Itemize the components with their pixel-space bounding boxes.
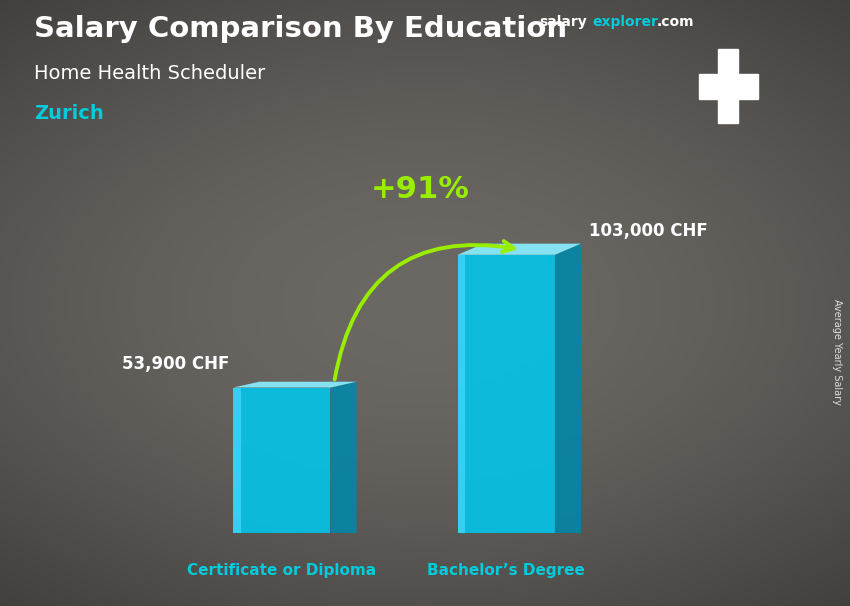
Polygon shape	[457, 255, 555, 533]
Text: +91%: +91%	[371, 175, 469, 204]
Text: explorer: explorer	[592, 15, 658, 29]
Text: 53,900 CHF: 53,900 CHF	[122, 355, 230, 373]
Text: Salary Comparison By Education: Salary Comparison By Education	[34, 15, 567, 43]
Text: 103,000 CHF: 103,000 CHF	[588, 222, 707, 240]
Text: Bachelor’s Degree: Bachelor’s Degree	[428, 563, 585, 578]
Polygon shape	[331, 382, 357, 533]
FancyArrowPatch shape	[335, 241, 513, 379]
Polygon shape	[233, 382, 357, 388]
Bar	[718, 49, 739, 124]
Text: Home Health Scheduler: Home Health Scheduler	[34, 64, 265, 82]
Polygon shape	[457, 244, 581, 255]
Text: Certificate or Diploma: Certificate or Diploma	[187, 563, 377, 578]
Polygon shape	[555, 244, 581, 533]
Bar	[700, 73, 757, 99]
Text: Zurich: Zurich	[34, 104, 104, 123]
Text: salary: salary	[540, 15, 587, 29]
Polygon shape	[233, 388, 241, 533]
Polygon shape	[233, 388, 331, 533]
Text: .com: .com	[656, 15, 694, 29]
Polygon shape	[457, 255, 465, 533]
Text: Average Yearly Salary: Average Yearly Salary	[832, 299, 842, 404]
